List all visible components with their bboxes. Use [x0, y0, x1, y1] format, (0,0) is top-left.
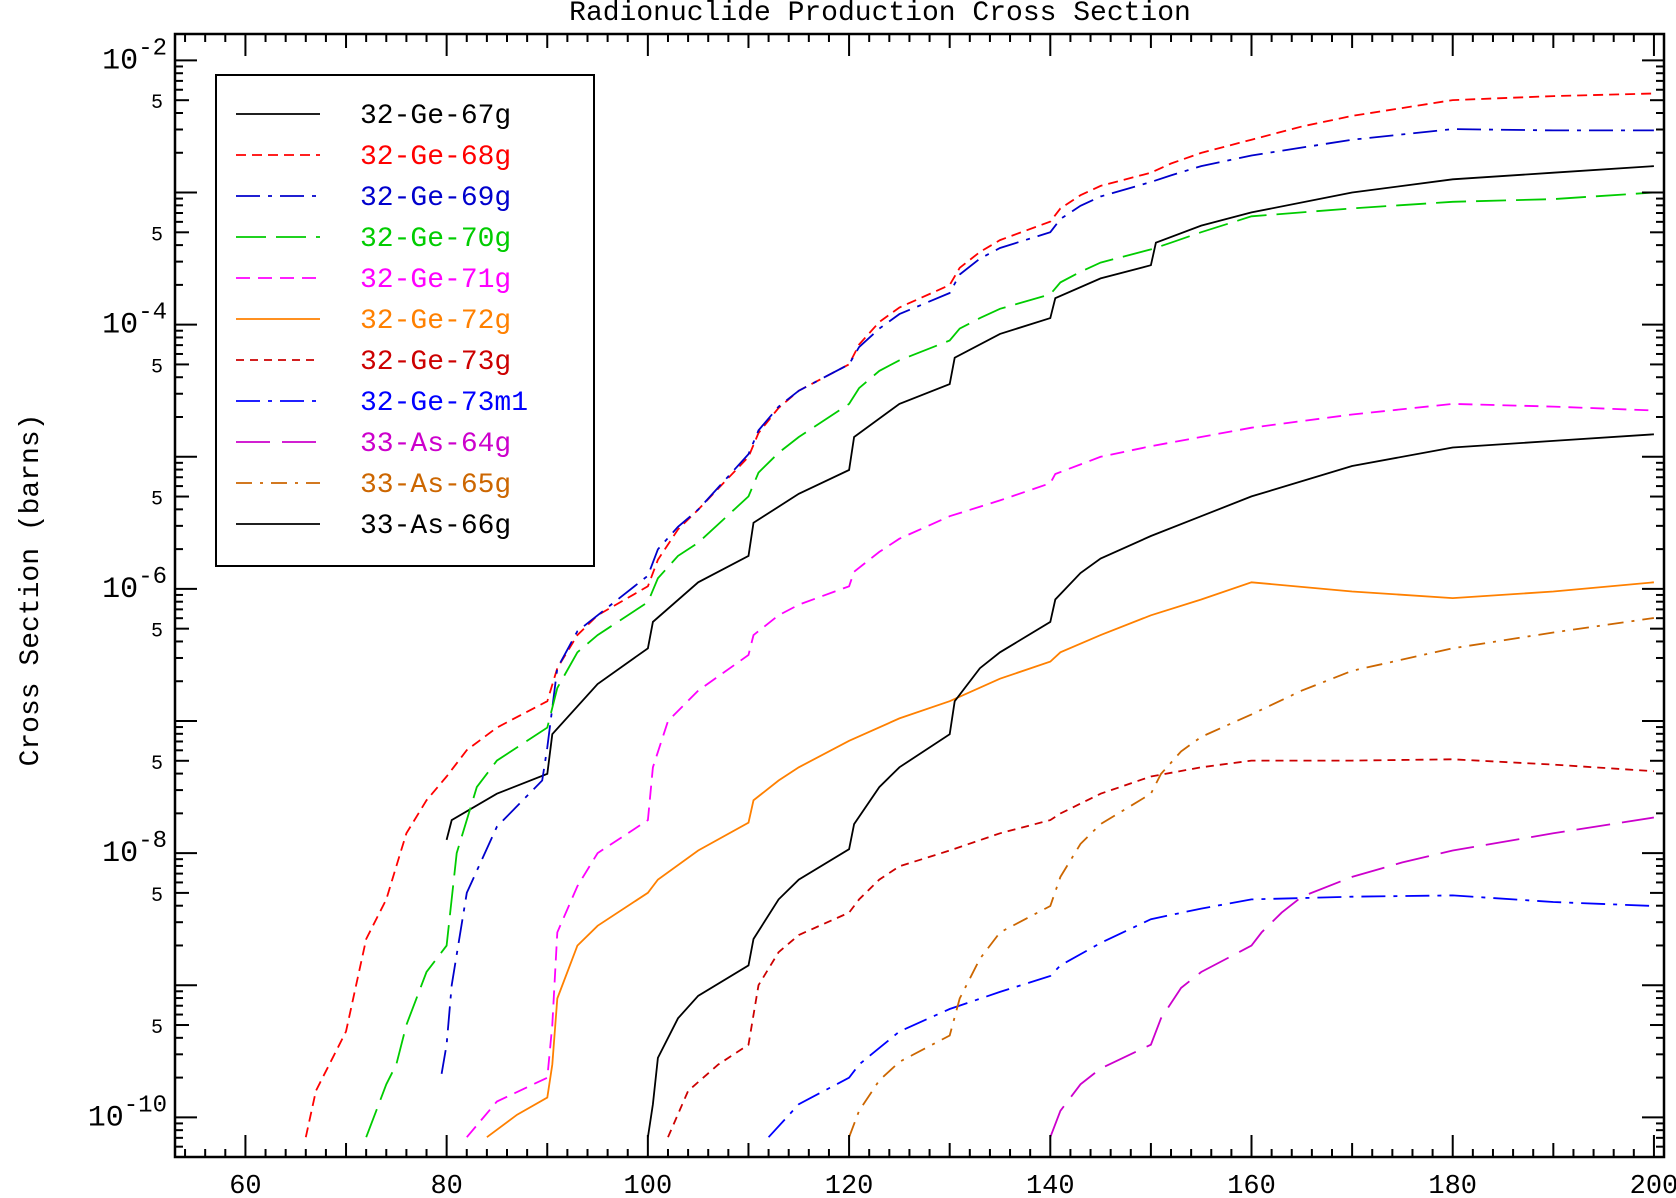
y-tick-label-five: 5 [151, 489, 163, 512]
legend-label: 33-As-64g [360, 429, 511, 460]
y-tick-label-five: 5 [151, 92, 163, 115]
legend-label: 32-Ge-68g [360, 142, 511, 173]
legend: 32-Ge-67g 32-Ge-68g 32-Ge-69g 32-Ge-70g 32-G… [215, 74, 595, 567]
y-tick-label-five: 5 [151, 1017, 163, 1040]
legend-label: 32-Ge-71g [360, 265, 511, 296]
series-line-33-as-66g [647, 433, 1654, 1138]
x-tick-label: 120 [825, 1172, 874, 1198]
axis-ticks: 60 80 100 120 140 160 180 200 10-2 10-4 10-6 10-8 10… [88, 34, 1676, 1198]
legend-label: 32-Ge-70g [360, 224, 511, 255]
x-tick-label: 100 [624, 1172, 673, 1198]
series-line-32-ge-70g [365, 191, 1654, 1138]
x-tick-label: 80 [430, 1172, 462, 1198]
y-axis-label: Cross Section (barns) [16, 414, 47, 767]
series-line-32-ge-71g [466, 402, 1654, 1138]
legend-label: 33-As-65g [360, 470, 511, 501]
series-line-32-ge-68g [304, 92, 1654, 1138]
series-line-32-ge-73g [667, 758, 1654, 1138]
legend-box [215, 74, 595, 567]
series-line-32-ge-73m1 [767, 894, 1654, 1138]
legend-label: 32-Ge-73m1 [360, 388, 528, 419]
y-tick-label: 10-6 [102, 564, 167, 607]
chart-title: Radionuclide Production Cross Section [569, 0, 1191, 29]
x-tick-label: 200 [1630, 1172, 1676, 1198]
legend-label: 32-Ge-72g [360, 306, 511, 337]
series-layer [304, 92, 1655, 1138]
legend-label: 32-Ge-69g [360, 183, 511, 214]
x-tick-label: 160 [1227, 1172, 1276, 1198]
series-line-32-ge-72g [486, 581, 1654, 1138]
y-tick-label: 10-4 [102, 300, 167, 343]
series-line-32-ge-67g [445, 165, 1654, 841]
y-tick-label: 10-2 [102, 35, 167, 78]
y-tick-label: 10-10 [88, 1092, 167, 1135]
series-line-32-ge-69g [440, 128, 1654, 1074]
x-tick-label: 60 [229, 1172, 261, 1198]
legend-label: 32-Ge-67g [360, 101, 511, 132]
y-tick-label-five: 5 [151, 621, 163, 644]
legend-label: 33-As-66g [360, 511, 511, 542]
series-line-33-as-65g [848, 617, 1655, 1138]
y-tick-label-five: 5 [151, 885, 163, 908]
y-tick-label-five: 5 [151, 224, 163, 247]
x-tick-label: 140 [1026, 1172, 1075, 1198]
y-tick-label-five: 5 [151, 356, 163, 379]
y-tick-label: 10-8 [102, 828, 167, 871]
legend-label: 32-Ge-73g [360, 347, 511, 378]
y-tick-label-five: 5 [151, 753, 163, 776]
x-tick-label: 180 [1428, 1172, 1477, 1198]
series-line-33-as-64g [1049, 816, 1655, 1138]
